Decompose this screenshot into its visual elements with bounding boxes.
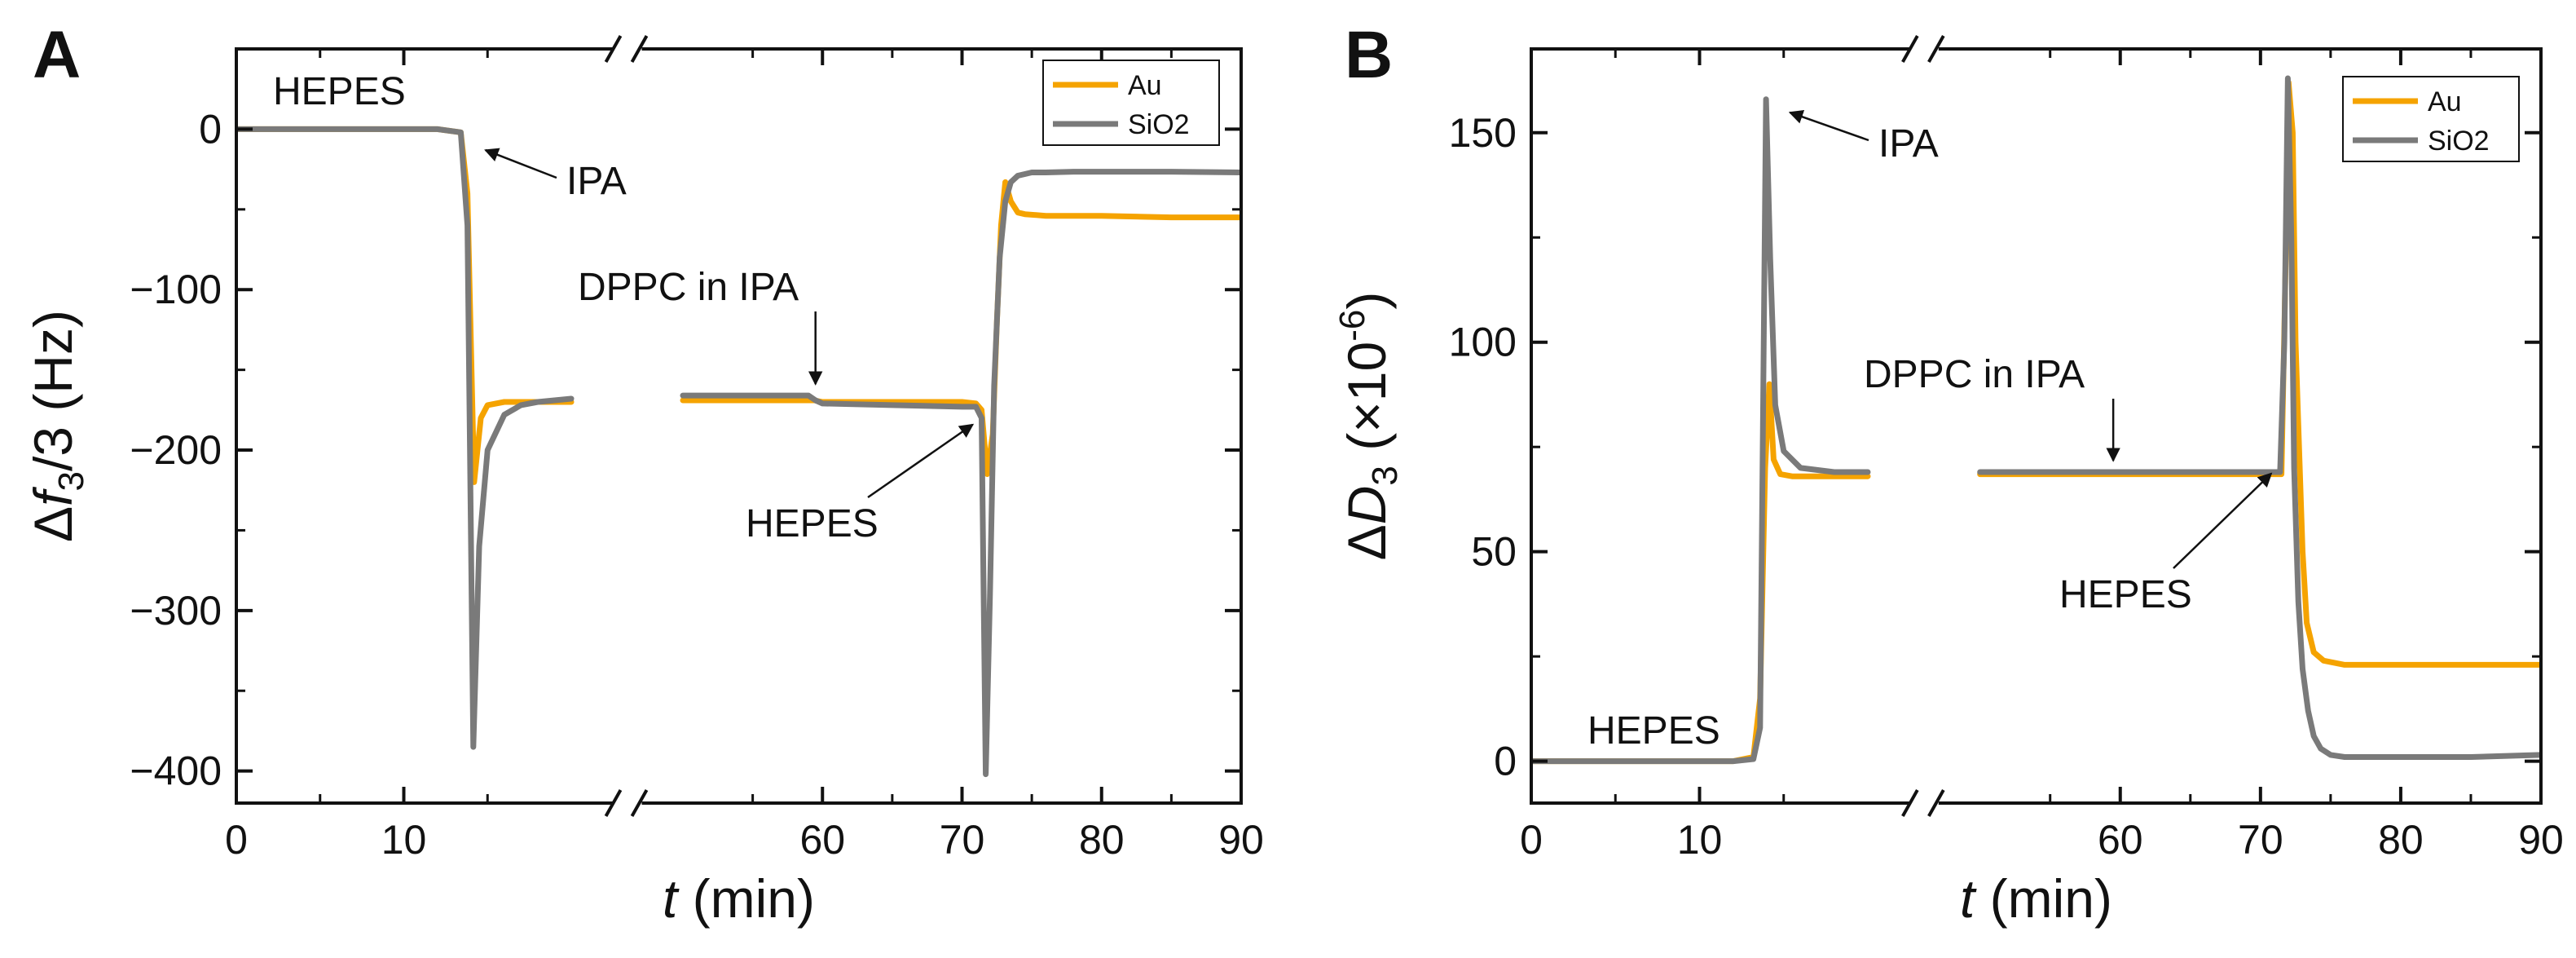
annotation-hepes: HEPES — [2059, 573, 2192, 616]
x-tick-label: 70 — [2238, 817, 2283, 863]
x-axis-title: t (min) — [663, 868, 815, 929]
annotation-ipa: IPA — [566, 160, 627, 203]
legend-label: SiO2 — [1128, 109, 1190, 140]
x-tick-label: 0 — [1520, 817, 1543, 863]
x-tick-label: 80 — [1079, 817, 1125, 863]
panel-b: B 0 50 100 150 0 10 60 70 80 90 t (min) ΔD3 (×10-6) H… — [1332, 18, 2564, 929]
annotation-dppc-in-ipa: DPPC in IPA — [1864, 353, 2085, 396]
axes-frame — [1530, 47, 2543, 805]
x-axis-title: t (min) — [1960, 868, 2112, 929]
axis-break-mark — [1901, 789, 1919, 817]
legend: Au SiO2 — [2342, 76, 2520, 162]
series-group — [1531, 75, 2541, 765]
series-line-sio2-early — [1531, 96, 1871, 765]
axis-break-gap — [612, 798, 642, 808]
x-tick-label: 60 — [2098, 817, 2143, 863]
series-line-sio2-late — [680, 169, 1241, 778]
y-tick-label: 100 — [1449, 320, 1517, 365]
series-line-sio2-early — [236, 126, 575, 750]
annotation-hepes: HEPES — [746, 502, 878, 545]
panel-letter: B — [1345, 18, 1393, 92]
x-tick-label: 90 — [2518, 817, 2564, 863]
legend-label: Au — [1128, 70, 1162, 101]
x-tick-label: 0 — [225, 817, 248, 863]
axis-break-mark — [1927, 789, 1945, 817]
annotation-arrow — [1788, 109, 1869, 142]
x-tick-label: 90 — [1218, 817, 1264, 863]
axis-break-mark — [1901, 35, 1919, 63]
annotation-arrow — [484, 148, 557, 179]
y-axis-title: Δf3/3 (Hz) — [23, 310, 91, 542]
axis-break-gap — [1909, 44, 1939, 54]
annotation-hepes: HEPES — [273, 70, 406, 113]
axis-break-mark — [1927, 35, 1945, 63]
x-tick-label: 10 — [381, 817, 427, 863]
y-axis-title: ΔD3 (×10-6) — [1332, 292, 1405, 561]
annotation-arrow — [867, 423, 975, 499]
y-tick-label: 50 — [1471, 529, 1517, 575]
series-line-au-early — [236, 126, 575, 485]
y-tick-label: −300 — [130, 588, 222, 634]
axis-break-mark — [604, 35, 623, 63]
x-tick-label: 80 — [2378, 817, 2424, 863]
series-line-au-early — [1531, 381, 1871, 765]
legend-label: SiO2 — [2428, 126, 2490, 157]
panel-letter: A — [33, 18, 81, 92]
axes-frame — [235, 47, 1243, 805]
y-tick-label: 150 — [1449, 110, 1517, 156]
y-tick-label: 0 — [1494, 739, 1517, 784]
y-tick-label: −200 — [130, 427, 222, 473]
axis-break-mark — [630, 35, 649, 63]
axis-break-gap — [1909, 798, 1939, 808]
axis-break-mark — [630, 789, 649, 817]
legend-label: Au — [2428, 86, 2462, 117]
annotation-dppc-in-ipa: DPPC in IPA — [578, 266, 799, 309]
y-tick-label: −100 — [130, 267, 222, 312]
y-tick-label: 0 — [199, 106, 222, 152]
annotation-hepes: HEPES — [1587, 709, 1720, 753]
x-tick-label: 10 — [1677, 817, 1723, 863]
annotation-ipa: IPA — [1878, 122, 1939, 166]
axis-break-mark — [604, 789, 623, 817]
series-line-au-late — [680, 179, 1241, 477]
y-tick-label: −400 — [130, 748, 222, 794]
x-tick-label: 70 — [940, 817, 985, 863]
series-group — [236, 126, 1241, 778]
x-tick-label: 60 — [799, 817, 845, 863]
series-line-sio2-late — [1977, 75, 2541, 760]
annotation-arrow — [2173, 472, 2273, 569]
axis-break-gap — [612, 44, 642, 54]
legend: Au SiO2 — [1042, 60, 1220, 146]
